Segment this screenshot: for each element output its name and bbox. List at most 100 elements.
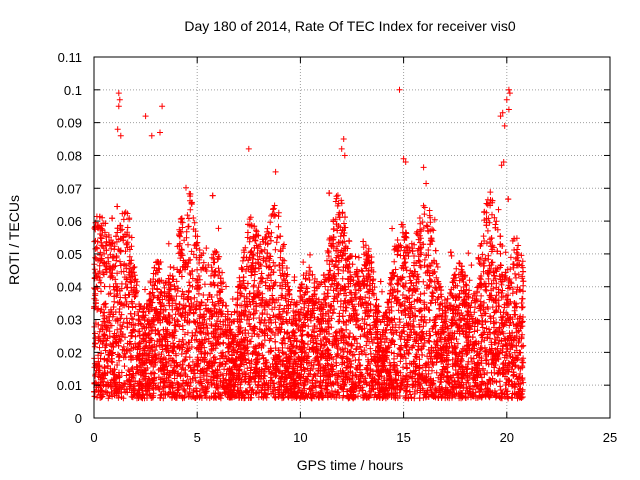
data-point [346,237,352,244]
data-point [176,301,183,308]
data-point [410,318,417,325]
data-point [421,211,428,218]
data-point [409,292,416,299]
data-point [172,328,179,335]
data-point [200,292,207,298]
data-point [416,215,423,221]
data-point [482,319,489,326]
data-point [195,273,202,279]
data-point [255,350,262,357]
data-point [510,261,516,268]
data-point [478,292,485,299]
data-point [183,228,190,235]
data-point [519,258,526,265]
data-point [125,367,132,374]
data-point [212,303,219,309]
data-point [179,288,186,295]
data-point [433,369,440,376]
data-point [416,356,423,363]
data-point [468,262,475,269]
data-point [165,240,172,247]
data-point [118,389,125,396]
data-point [215,225,222,232]
data-point [326,267,333,274]
data-point [186,279,193,286]
data-point [448,252,455,259]
data-point [389,225,396,232]
data-point [215,265,222,272]
data-point [111,246,118,253]
data-point [117,294,124,301]
data-point [185,241,191,248]
data-point [258,247,264,254]
data-point [401,255,408,262]
data-point [391,258,398,265]
data-point [339,275,346,282]
data-point [343,326,350,333]
data-point [100,318,107,325]
data-point [223,283,229,290]
data-point [366,295,373,301]
data-point [400,364,406,371]
data-point [422,367,429,374]
data-point [426,307,433,314]
data-point [483,356,490,363]
data-point [172,286,179,293]
data-point [328,257,335,264]
data-point [493,218,500,225]
data-point [272,246,279,253]
data-point [119,226,126,233]
data-point [128,243,135,250]
data-point [307,251,313,258]
data-points [91,86,527,402]
data-point [419,219,426,226]
data-point [109,359,116,366]
data-point [201,281,208,288]
data-point [123,298,130,305]
data-point [352,357,359,364]
data-point [100,312,107,319]
data-point [337,233,344,240]
data-point [512,270,518,277]
data-point [114,270,121,277]
data-point [485,256,492,263]
data-point [420,164,427,171]
data-point [120,343,127,350]
data-point [120,319,127,326]
data-point [114,326,121,333]
data-point [465,250,472,257]
data-point [121,363,128,370]
chart-title: Day 180 of 2014, Rate Of TEC Index for r… [184,18,515,34]
data-point [517,287,524,294]
data-point [304,341,311,348]
data-point [493,280,500,287]
data-point [423,222,430,229]
data-point [300,259,307,266]
data-point [409,382,416,389]
data-point [187,206,194,213]
data-point [367,345,374,352]
data-point [397,358,404,365]
data-point [177,228,184,235]
data-point [255,284,262,291]
data-point [334,345,341,352]
data-point [379,288,385,295]
data-point [131,272,138,279]
data-point [405,350,412,356]
data-point [355,254,362,261]
data-point [334,192,341,199]
data-point [484,227,491,234]
data-point [270,205,277,212]
data-point [487,189,494,196]
data-point [519,304,526,310]
data-point [466,277,473,284]
data-point [426,207,433,214]
data-point [203,245,210,252]
data-point [423,180,430,187]
data-point [167,264,174,270]
data-point [209,299,216,306]
data-point [518,252,525,259]
data-point [468,355,474,361]
data-point [518,343,525,350]
